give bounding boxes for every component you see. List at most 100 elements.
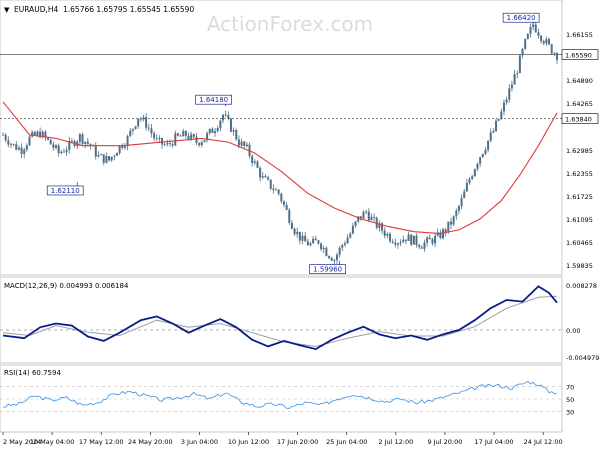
candle-body-187 bbox=[497, 119, 500, 121]
price-tick-3: 1.64265 bbox=[566, 100, 593, 108]
price-tick-7: 1.61725 bbox=[566, 193, 593, 201]
candle-body-204 bbox=[542, 41, 545, 44]
candle-body-140 bbox=[373, 216, 376, 218]
candle-body-37 bbox=[100, 154, 103, 156]
candle-body-87 bbox=[232, 130, 235, 132]
candle-body-183 bbox=[487, 140, 490, 150]
annotation-label-0: 1.66420 bbox=[507, 14, 536, 22]
candle-body-20 bbox=[55, 145, 58, 148]
time-tick-1: 10 May 04:00 bbox=[30, 438, 75, 446]
candle-body-102 bbox=[272, 188, 275, 191]
candle-body-36 bbox=[97, 155, 100, 157]
candle-body-75 bbox=[200, 142, 203, 146]
time-tick-0: 2 May 2024 bbox=[3, 438, 41, 446]
price-tick-0: 1.66155 bbox=[566, 31, 593, 39]
candle-body-49 bbox=[131, 128, 134, 131]
candle-body-169 bbox=[449, 221, 452, 225]
candle-body-179 bbox=[476, 163, 479, 170]
candle-body-11 bbox=[31, 132, 34, 137]
candle-body-40 bbox=[108, 156, 111, 161]
candle-body-79 bbox=[211, 128, 214, 134]
candle-body-170 bbox=[452, 216, 455, 225]
candle-body-100 bbox=[267, 177, 270, 180]
candle-body-114 bbox=[304, 235, 307, 242]
horizontal-lines bbox=[0, 54, 562, 119]
macd-line bbox=[2, 285, 558, 351]
price-label-box-1 bbox=[561, 113, 599, 124]
candle-body-126 bbox=[335, 254, 338, 261]
candle-body-181 bbox=[481, 153, 484, 158]
candle-body-188 bbox=[500, 111, 503, 120]
candle-body-85 bbox=[227, 114, 230, 119]
candle-body-45 bbox=[121, 145, 124, 148]
candle-body-68 bbox=[182, 130, 185, 137]
candle-body-173 bbox=[460, 198, 463, 207]
candle-body-97 bbox=[259, 167, 262, 178]
candle-body-178 bbox=[473, 169, 476, 177]
candle-body-31 bbox=[84, 141, 87, 144]
candle-body-57 bbox=[153, 133, 156, 139]
candle-body-115 bbox=[306, 241, 309, 246]
candle-body-203 bbox=[540, 35, 543, 42]
candle-body-124 bbox=[330, 257, 333, 261]
time-tick-6: 17 Jun 20:00 bbox=[277, 438, 318, 446]
macd-tick-2: -0.004979 bbox=[566, 354, 599, 362]
candle-body-193 bbox=[513, 74, 516, 85]
candle-body-98 bbox=[261, 176, 264, 178]
candle-body-80 bbox=[214, 131, 217, 134]
candle-body-162 bbox=[431, 239, 434, 244]
candle-body-125 bbox=[333, 260, 336, 261]
annotation-label-2: 1.62110 bbox=[51, 187, 80, 195]
candle-body-70 bbox=[187, 135, 190, 140]
candle-body-90 bbox=[240, 141, 243, 146]
candle-body-61 bbox=[163, 144, 166, 146]
candle-body-151 bbox=[402, 239, 405, 243]
candle-body-116 bbox=[309, 243, 312, 246]
candle-body-48 bbox=[129, 130, 132, 136]
candle-body-95 bbox=[253, 161, 256, 164]
candle-body-180 bbox=[479, 157, 482, 164]
annotation-label-3: 1.59960 bbox=[313, 266, 342, 274]
candle-body-156 bbox=[415, 235, 418, 245]
candle-body-206 bbox=[548, 39, 551, 45]
header-triangle: ▼ bbox=[4, 6, 10, 14]
candle-body-112 bbox=[298, 231, 301, 241]
time-tick-5: 10 Jun 12:00 bbox=[228, 438, 269, 446]
candle-body-35 bbox=[94, 145, 97, 157]
candle-body-136 bbox=[362, 211, 365, 219]
candle-body-4 bbox=[12, 143, 15, 145]
candle-body-146 bbox=[389, 233, 392, 242]
candle-body-147 bbox=[391, 241, 394, 243]
candle-body-7 bbox=[20, 147, 23, 155]
candle-body-92 bbox=[245, 144, 248, 147]
candle-body-33 bbox=[89, 143, 92, 147]
candle-body-76 bbox=[203, 140, 206, 143]
price-annotations: 1.66420 1.64180 1.62110 1.59960 bbox=[46, 12, 540, 275]
price-tick-8: 1.61095 bbox=[566, 216, 593, 224]
price-label-1: 1.63840 bbox=[565, 116, 592, 124]
macd-tick-0: 0.008278 bbox=[566, 282, 597, 290]
candle-body-145 bbox=[386, 233, 389, 236]
candle-body-0 bbox=[2, 134, 4, 136]
annotation-box-3 bbox=[309, 264, 346, 275]
rsi-line bbox=[3, 380, 558, 409]
time-tick-10: 17 Jul 04:00 bbox=[475, 438, 514, 446]
candle-body-101 bbox=[269, 179, 272, 189]
price-axis: 1.66155 1.65590 1.64890 1.64265 1.63840 1.629… bbox=[566, 31, 593, 270]
candle-body-99 bbox=[264, 176, 267, 178]
candle-body-122 bbox=[325, 247, 328, 257]
candle-body-24 bbox=[65, 149, 68, 153]
candle-body-53 bbox=[142, 117, 145, 120]
candle-body-105 bbox=[280, 193, 283, 202]
candle-body-155 bbox=[412, 235, 415, 245]
candle-body-172 bbox=[457, 206, 460, 211]
candle-body-23 bbox=[62, 151, 65, 153]
macd-tick-1: 0.00 bbox=[566, 327, 580, 335]
header-symbol: EURAUD,H4 bbox=[14, 5, 59, 14]
price-tick-10: 1.59835 bbox=[566, 262, 593, 270]
candle-body-157 bbox=[418, 244, 421, 248]
candle-body-19 bbox=[52, 144, 55, 148]
candle-body-127 bbox=[338, 247, 341, 255]
candle-body-13 bbox=[36, 131, 39, 136]
candle-body-91 bbox=[243, 141, 246, 147]
